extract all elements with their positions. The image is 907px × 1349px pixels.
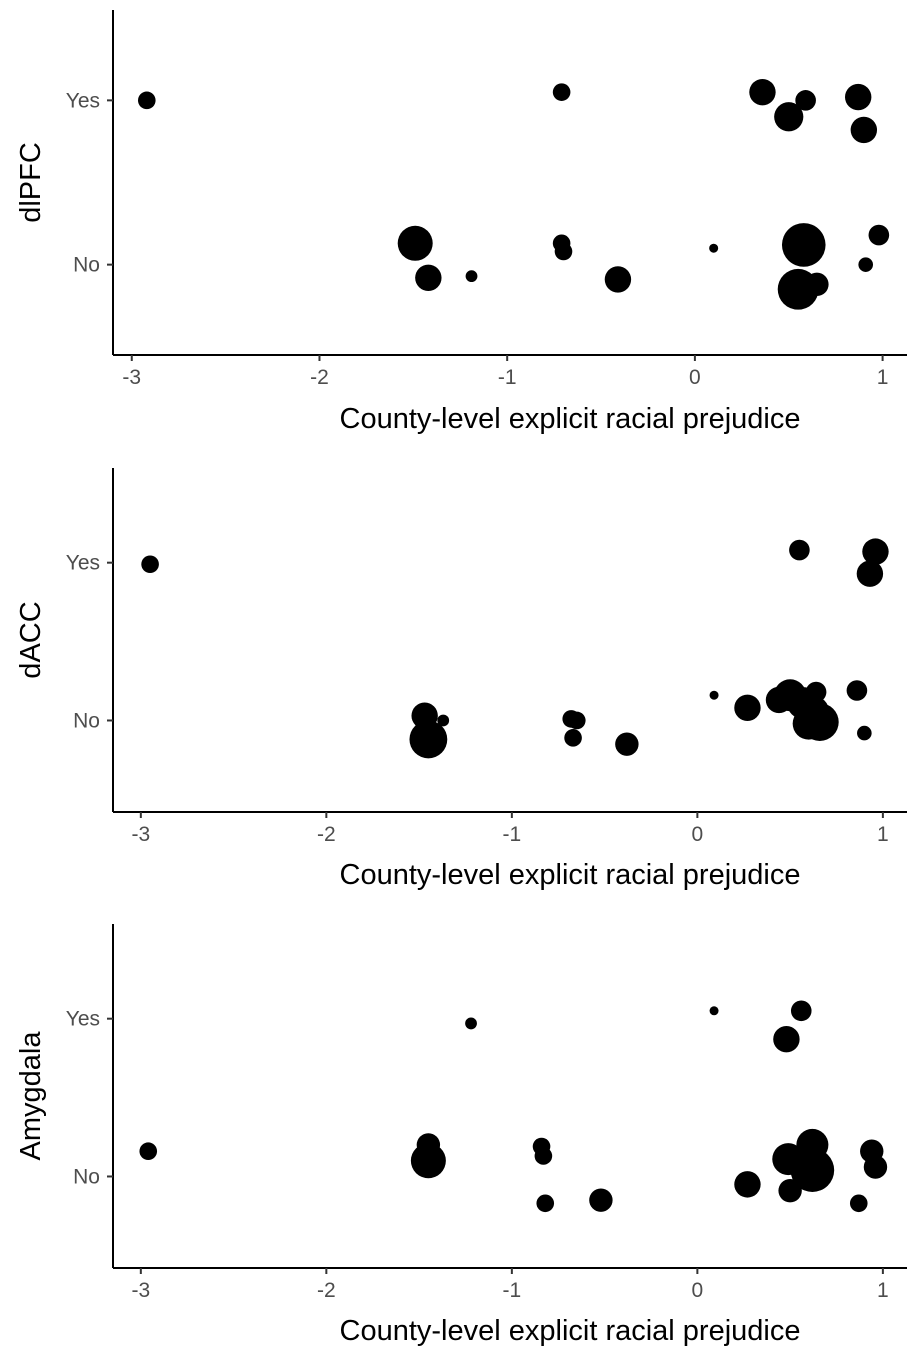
data-point — [734, 1171, 761, 1198]
panel-2: -3 -2 -1 0 1 No Yes County-level explicit racia… — [15, 468, 907, 891]
data-point — [781, 223, 826, 267]
data-point — [567, 711, 586, 730]
x-tick-label: 1 — [877, 1279, 889, 1302]
x-tick-label: -3 — [131, 1279, 150, 1302]
data-point — [773, 1025, 800, 1053]
x-tick-label: -1 — [503, 1279, 522, 1302]
panel-3: -3 -2 -1 0 1 No Yes County-level explicit racia… — [15, 924, 907, 1347]
data-point — [415, 264, 442, 291]
data-point — [554, 242, 573, 261]
data-point — [734, 694, 761, 722]
data-point — [790, 1000, 812, 1022]
data-point — [849, 1194, 868, 1213]
data-point — [410, 1143, 446, 1179]
data-point — [604, 266, 632, 293]
data-point — [397, 225, 433, 261]
data-point — [534, 1147, 553, 1165]
x-tick-label: 0 — [689, 366, 701, 389]
data-point — [856, 560, 884, 587]
data-point — [790, 1148, 835, 1192]
x-tick-label: -3 — [122, 366, 141, 389]
data-point — [774, 102, 804, 132]
x-tick-label: -1 — [498, 366, 517, 389]
y-axis-title: Amygdala — [15, 1031, 47, 1161]
x-axis-title: County-level explicit racial prejudice — [340, 859, 801, 891]
data-point — [795, 90, 816, 111]
data-point — [777, 268, 819, 310]
data-point — [465, 1017, 477, 1030]
data-point — [844, 83, 872, 111]
data-point — [749, 78, 776, 106]
data-point — [800, 703, 839, 741]
data-point — [868, 224, 890, 246]
y-tick-label: No — [73, 709, 100, 732]
data-point — [858, 257, 874, 272]
x-axis-title: County-level explicit racial prejudice — [340, 1315, 801, 1347]
x-axis-title: County-level explicit racial prejudice — [340, 403, 801, 435]
data-point — [465, 270, 478, 283]
x-tick-label: -3 — [131, 823, 150, 846]
panel-1: -3 -2 -1 0 1 No Yes County-level explicit racia… — [15, 10, 907, 435]
data-point — [137, 91, 156, 110]
data-point — [139, 1142, 158, 1161]
y-tick-label: Yes — [66, 552, 100, 575]
data-point — [536, 1194, 555, 1213]
data-point — [857, 725, 872, 741]
data-point — [437, 714, 450, 727]
data-point — [846, 680, 868, 701]
data-point — [709, 243, 719, 253]
y-tick-label: Yes — [66, 1008, 100, 1031]
data-point — [862, 538, 889, 565]
data-point — [778, 1178, 802, 1203]
data-point — [789, 539, 810, 561]
data-point — [709, 1006, 719, 1016]
y-tick-label: Yes — [66, 89, 100, 112]
x-tick-label: -2 — [310, 366, 329, 389]
data-point — [552, 83, 571, 101]
x-tick-label: 1 — [877, 823, 889, 846]
data-point — [615, 732, 639, 756]
x-tick-label: -2 — [317, 1279, 336, 1302]
data-point — [709, 690, 719, 700]
data-point — [589, 1188, 613, 1212]
data-point — [850, 116, 878, 144]
x-tick-label: -2 — [317, 823, 336, 846]
x-tick-label: -1 — [503, 823, 522, 846]
y-axis-title: dlPFC — [15, 142, 47, 223]
x-tick-label: 0 — [692, 1279, 704, 1302]
data-point — [141, 555, 159, 574]
y-tick-label: No — [73, 1165, 100, 1188]
data-point — [564, 729, 582, 747]
x-tick-label: 0 — [692, 823, 704, 846]
y-axis-title: dACC — [15, 601, 47, 678]
data-point — [409, 720, 448, 759]
data-point — [863, 1155, 888, 1179]
x-tick-label: 1 — [877, 366, 889, 389]
y-tick-label: No — [73, 254, 100, 277]
